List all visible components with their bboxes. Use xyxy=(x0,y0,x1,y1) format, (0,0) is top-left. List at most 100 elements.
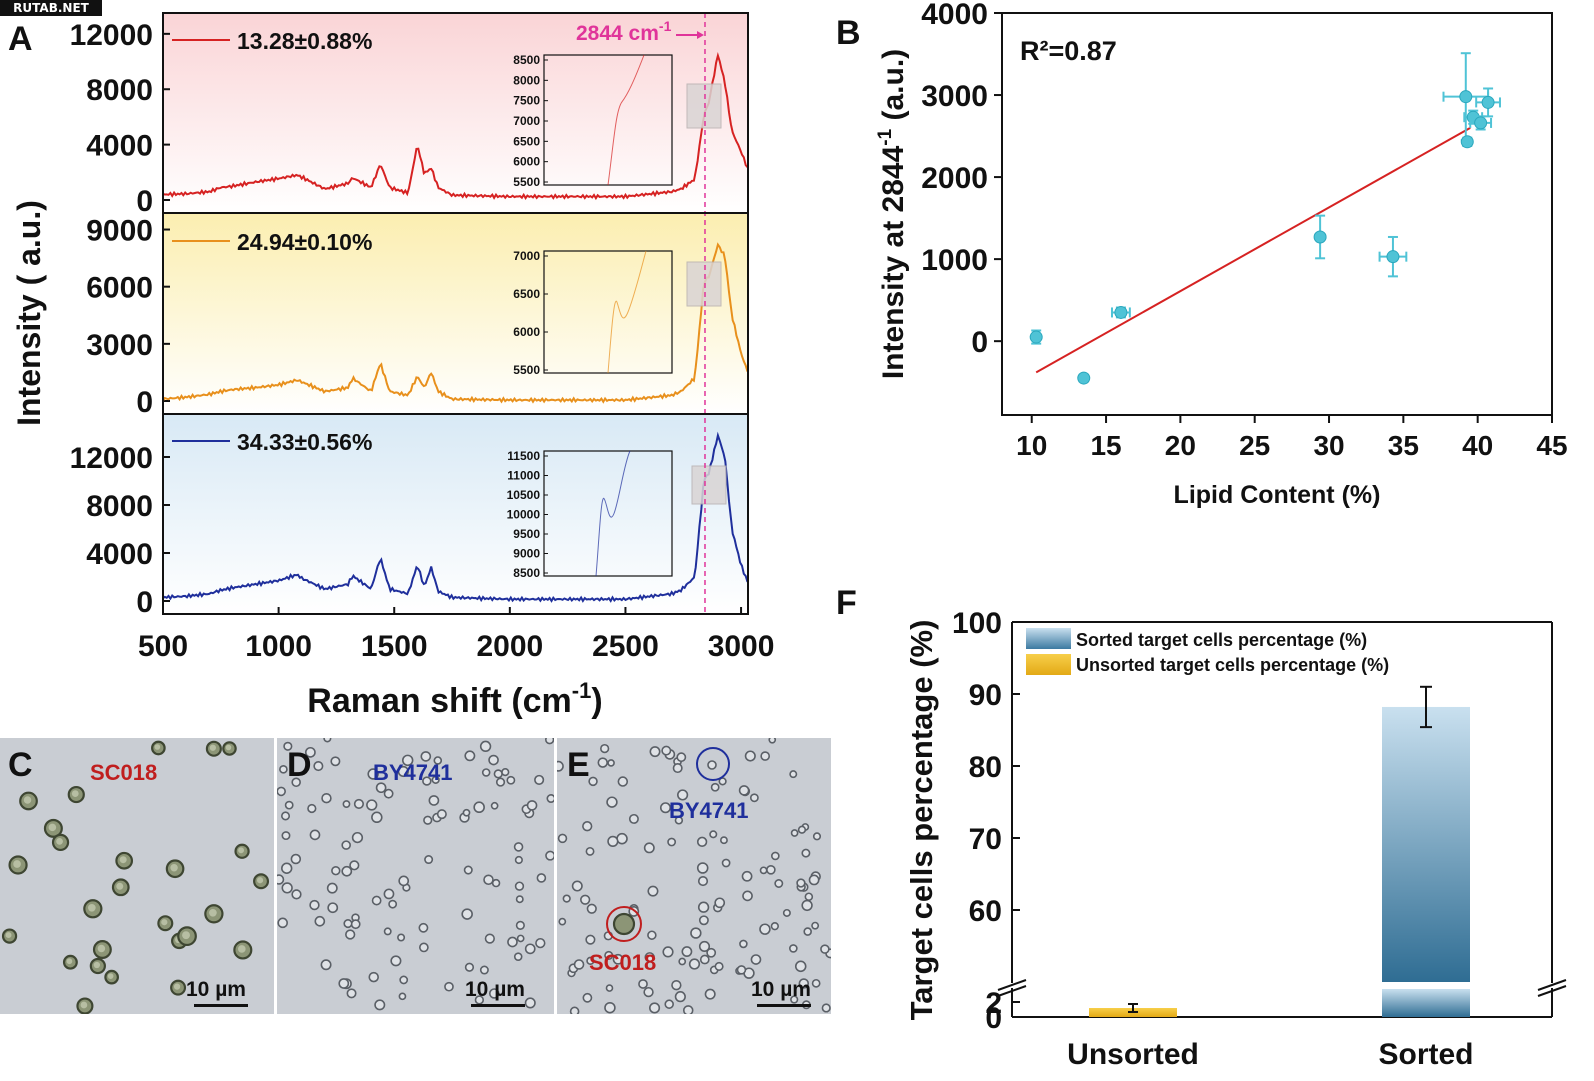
panel-a-ytick-label: 6000 xyxy=(86,272,153,305)
cell xyxy=(796,878,806,888)
cell xyxy=(491,878,501,888)
cell xyxy=(284,800,294,810)
cell xyxy=(604,950,614,960)
cell xyxy=(423,815,433,825)
cell xyxy=(277,917,288,929)
cell xyxy=(401,754,414,767)
cell xyxy=(571,880,583,892)
micrograph-d-letter: D xyxy=(287,746,312,784)
panel-b-xtick-label: 10 xyxy=(1016,430,1047,461)
cell-nucleus xyxy=(119,856,127,864)
peak-annotation: 2844 cm-1 xyxy=(576,18,672,45)
micrograph-e-scale-bar xyxy=(757,1004,811,1007)
micrograph-c-strain: SC018 xyxy=(90,760,158,785)
cell xyxy=(557,760,564,772)
cell xyxy=(464,962,475,972)
cell xyxy=(588,776,598,787)
data-point xyxy=(1460,135,1474,149)
cell-sc018 xyxy=(612,912,636,936)
cell xyxy=(428,795,440,806)
micrograph-d-strain: BY4741 xyxy=(373,760,453,785)
cell xyxy=(291,889,302,900)
cell xyxy=(390,955,402,967)
legend-swatch-unsorted xyxy=(1026,654,1071,675)
cell xyxy=(612,953,624,965)
panel-a-ytick-label: 8000 xyxy=(86,490,153,523)
panel-a-ytick-label: 0 xyxy=(136,586,153,619)
cell xyxy=(714,961,724,972)
data-point xyxy=(1313,230,1327,244)
panel-b: B 10 15 20 25 30 35 40 45 0 1000 2000 3000 4000 R²=0… xyxy=(836,0,1568,509)
cell-by4741 xyxy=(707,760,717,770)
panel-f: F 60 70 80 90 100 02 Unsorted Sorted Sorted targ… xyxy=(836,584,1567,1071)
cell xyxy=(546,794,554,804)
cell xyxy=(697,901,710,913)
cell xyxy=(493,769,503,779)
panel-a-ytick-label: 0 xyxy=(136,386,153,419)
cell xyxy=(309,899,320,911)
cell xyxy=(801,848,811,858)
cell xyxy=(600,743,610,754)
panel-f-category-unsorted: Unsorted xyxy=(1067,1038,1199,1071)
cell xyxy=(484,933,495,944)
cell xyxy=(766,864,776,875)
panel-f-ytick-label: 70 xyxy=(969,823,1002,856)
cell xyxy=(291,777,301,788)
cell xyxy=(515,920,525,930)
peak-annotation-arrowhead xyxy=(697,31,704,39)
panel-b-frame xyxy=(1001,12,1553,416)
cell xyxy=(808,874,820,886)
cell xyxy=(741,870,753,882)
cell xyxy=(368,971,379,983)
cell xyxy=(277,874,285,885)
cell xyxy=(674,991,686,1003)
cell xyxy=(720,836,728,845)
cell xyxy=(607,835,619,847)
cell xyxy=(383,927,392,936)
cell xyxy=(461,908,473,920)
cell xyxy=(433,756,443,765)
inset-ytick-label: 11500 xyxy=(507,449,540,463)
cell xyxy=(558,917,567,926)
cell xyxy=(331,866,341,876)
cell-nucleus xyxy=(238,945,246,953)
panel-a-xtick-label: 2000 xyxy=(476,630,543,663)
micrograph-d-scale-bar xyxy=(471,1004,525,1007)
cell xyxy=(545,850,554,861)
cell xyxy=(353,798,365,809)
panel-b-xtick-label: 15 xyxy=(1090,430,1121,461)
cell-nucleus xyxy=(154,744,161,750)
micrograph-e-strain-sc018: SC018 xyxy=(589,950,657,975)
cell xyxy=(674,816,684,825)
cell xyxy=(790,995,799,1004)
inset-frame-3 xyxy=(543,450,673,577)
cell xyxy=(374,999,386,1011)
panel-f-ytick-label: 0 xyxy=(985,1002,1002,1035)
micrograph-d-scale-label: 10 µm xyxy=(465,978,525,1001)
cell xyxy=(661,745,672,756)
panel-a-frame xyxy=(162,12,749,615)
data-point xyxy=(1077,371,1091,385)
cell xyxy=(444,981,454,992)
cell-nucleus xyxy=(66,958,73,965)
panel-b-ytick-label: 1000 xyxy=(921,244,988,277)
micrograph-e: E BY4741 SC018 10 µm xyxy=(557,738,831,1014)
cell xyxy=(770,851,780,861)
cell xyxy=(462,808,471,817)
cell xyxy=(535,937,546,949)
cell xyxy=(420,751,432,762)
cell xyxy=(605,984,614,992)
cell xyxy=(346,988,357,999)
cell-nucleus xyxy=(87,903,96,912)
cell xyxy=(820,944,830,954)
cell xyxy=(536,873,547,883)
cell-nucleus xyxy=(173,983,181,990)
cell xyxy=(678,957,687,966)
cell xyxy=(676,752,687,763)
cell xyxy=(709,830,718,839)
axis-break-mark-left xyxy=(997,979,1027,991)
micrograph-c: C SC018 10 µm xyxy=(0,738,274,1014)
cell xyxy=(534,774,545,785)
cell xyxy=(277,786,286,797)
cell xyxy=(398,875,410,887)
